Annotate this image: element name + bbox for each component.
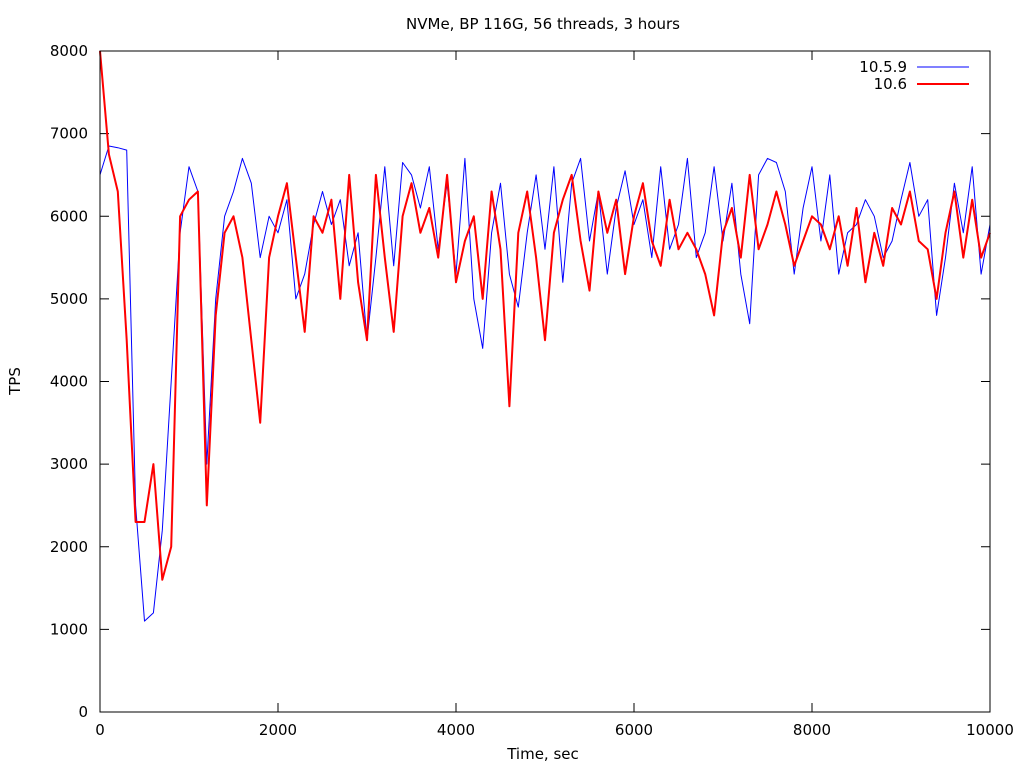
legend-label-10-6: 10.6 <box>874 75 907 93</box>
y-tick-label: 0 <box>78 703 88 721</box>
y-tick-label: 1000 <box>50 620 88 638</box>
x-tick-label: 8000 <box>793 721 831 739</box>
x-tick-label: 6000 <box>615 721 653 739</box>
y-tick-label: 3000 <box>50 455 88 473</box>
x-tick-label: 0 <box>95 721 105 739</box>
x-tick-label: 4000 <box>437 721 475 739</box>
series-line-10-6 <box>99 50 991 581</box>
series-line-10-5-9 <box>99 145 991 622</box>
y-tick-label: 5000 <box>50 290 88 308</box>
x-tick-label: 2000 <box>259 721 297 739</box>
legend-label-10-5-9: 10.5.9 <box>859 58 907 76</box>
y-tick-label: 7000 <box>50 125 88 143</box>
y-tick-label: 6000 <box>50 207 88 225</box>
legend: 10.5.9 10.6 <box>859 58 969 93</box>
plot-frame <box>99 50 991 713</box>
x-axis-label: Time, sec <box>506 745 579 763</box>
y-tick-label: 8000 <box>50 42 88 60</box>
chart-title: NVMe, BP 116G, 56 threads, 3 hours <box>406 15 680 33</box>
x-tick-label: 10000 <box>966 721 1014 739</box>
y-tick-label: 2000 <box>50 538 88 556</box>
y-axis-label: TPS <box>6 367 24 396</box>
y-tick-label: 4000 <box>50 373 88 391</box>
